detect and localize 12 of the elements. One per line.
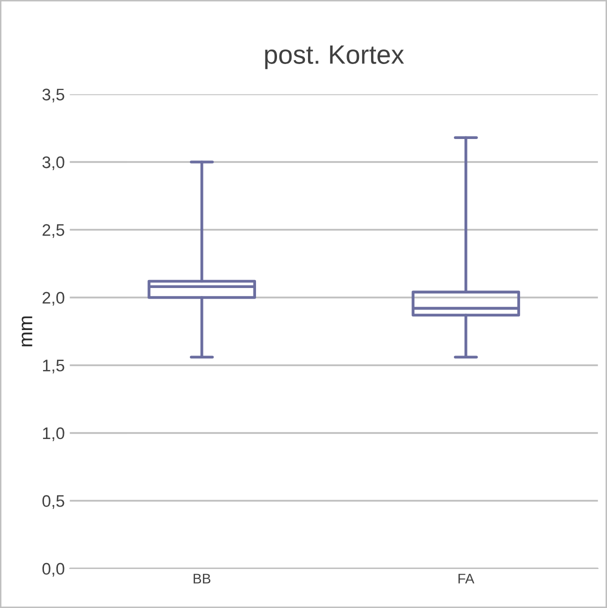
y-tick-label: 0,0 xyxy=(42,562,64,577)
x-tick-label: BB xyxy=(194,574,210,584)
y-axis-title: mm xyxy=(22,316,32,346)
y-tick-label: 3,5 xyxy=(42,88,64,102)
y-tick-label: 1,0 xyxy=(43,427,64,442)
x-tick-label: FA xyxy=(458,574,474,584)
y-tick-label: 0,5 xyxy=(42,495,64,509)
y-tick-label: 3,0 xyxy=(42,156,64,170)
y-tick-label: 2,0 xyxy=(42,292,64,306)
chart-title: post. Kortex xyxy=(265,46,404,70)
y-tick-label: 2,5 xyxy=(42,224,64,238)
y-tick-label: 1,5 xyxy=(43,360,64,374)
